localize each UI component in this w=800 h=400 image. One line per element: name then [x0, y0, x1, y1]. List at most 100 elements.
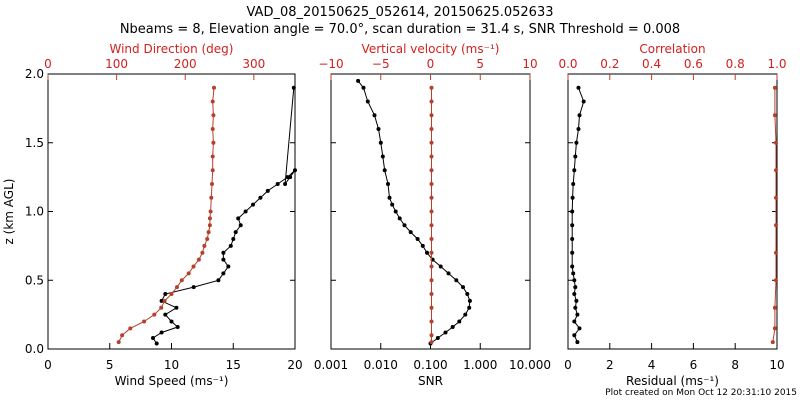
data-point	[175, 325, 180, 329]
data-point	[577, 326, 582, 331]
series-2	[116, 85, 216, 345]
data-point	[291, 85, 296, 90]
data-point	[576, 127, 581, 131]
data-point	[265, 188, 270, 193]
data-point	[429, 168, 434, 173]
data-point	[429, 127, 434, 131]
data-point	[211, 140, 216, 145]
x-top-axis-label: Correlation	[639, 42, 705, 56]
data-point	[429, 237, 434, 241]
data-point	[288, 175, 293, 180]
data-point	[163, 292, 168, 296]
data-point	[774, 223, 778, 228]
x-bottom-tick-label: 8	[731, 358, 739, 372]
data-point	[226, 264, 231, 269]
data-point	[376, 127, 381, 131]
data-point	[461, 285, 465, 290]
data-point	[152, 312, 157, 317]
data-point	[238, 223, 243, 228]
data-point	[429, 305, 434, 310]
data-point	[465, 292, 470, 296]
data-point	[386, 182, 390, 186]
x-bottom-tick-label: 5	[106, 358, 114, 372]
x-bottom-tick-label: 1.000	[463, 358, 497, 372]
data-point	[206, 230, 211, 235]
data-point	[207, 216, 212, 221]
data-point	[429, 292, 434, 296]
x-top-tick-label: −10	[318, 57, 343, 71]
y-tick-label: 2.0	[25, 67, 44, 81]
data-point	[390, 202, 395, 207]
x-bottom-axis-label: SNR	[418, 374, 443, 388]
data-point	[159, 305, 164, 310]
data-point	[210, 168, 215, 173]
data-point	[454, 278, 459, 283]
data-point	[572, 319, 577, 324]
data-point	[174, 305, 179, 310]
data-point	[438, 264, 443, 269]
data-point	[570, 237, 575, 241]
data-point	[429, 140, 434, 145]
data-point	[429, 340, 434, 345]
data-point	[415, 237, 420, 241]
y-axis-label: z (km AGL)	[2, 179, 16, 245]
data-point	[210, 127, 215, 131]
data-point	[571, 271, 576, 276]
data-point	[572, 168, 577, 173]
series-line	[772, 87, 777, 343]
data-point	[200, 250, 205, 255]
x-bottom-tick-label: 15	[226, 358, 241, 372]
data-point	[208, 209, 213, 214]
y-tick-label: 0.0	[25, 342, 44, 356]
data-point	[443, 330, 448, 335]
data-point	[429, 195, 434, 200]
data-point	[169, 319, 174, 324]
x-top-tick-label: 0.0	[558, 57, 577, 71]
x-top-tick-label: 0	[44, 57, 52, 71]
data-point	[205, 237, 210, 241]
data-point	[574, 140, 579, 145]
data-point	[429, 85, 434, 90]
x-top-tick-label: 200	[174, 57, 197, 71]
x-bottom-tick-label: 0.100	[413, 358, 447, 372]
data-point	[365, 99, 370, 104]
data-point	[221, 257, 226, 262]
data-point	[163, 312, 168, 317]
x-top-tick-label: 0.4	[642, 57, 661, 71]
data-point	[572, 333, 577, 338]
series-1	[151, 85, 297, 346]
data-point	[573, 285, 578, 290]
data-point	[159, 330, 164, 335]
data-point	[179, 278, 184, 283]
data-point	[570, 195, 575, 200]
x-top-axis-label: Wind Direction (deg)	[110, 42, 234, 56]
plot-frame	[47, 73, 296, 350]
data-point	[128, 326, 133, 331]
data-point	[457, 319, 462, 324]
y-tick-label: 0.5	[25, 273, 44, 287]
data-point	[463, 312, 468, 317]
data-point	[581, 99, 586, 104]
data-point	[402, 223, 407, 228]
chart-panel-2: 0.001 0.010 0.100 1.000 10.000 SNR −10 −5 0 5 10 Ve…	[314, 42, 551, 388]
data-point	[574, 298, 579, 303]
data-point	[191, 285, 196, 290]
data-point	[162, 298, 167, 303]
chart-panel-1: 0.0 0.5 1.0 1.5 2.0 z (km AGL) 0 5 10 15 20 Wind Sp…	[2, 42, 303, 388]
series-1	[570, 85, 586, 345]
series-line	[152, 87, 296, 344]
x-top-tick-label: 5	[476, 57, 484, 71]
data-point	[202, 243, 207, 248]
data-point	[575, 312, 580, 317]
data-point	[572, 278, 577, 283]
x-top-tick-label: 300	[242, 57, 265, 71]
data-point	[382, 168, 387, 173]
x-bottom-tick-label: 6	[690, 358, 698, 372]
data-point	[236, 216, 241, 221]
series-2	[429, 85, 434, 345]
x-bottom-axis-label: Wind Speed (ms⁻¹)	[115, 374, 229, 388]
series-2	[770, 85, 778, 345]
data-point	[429, 278, 434, 283]
